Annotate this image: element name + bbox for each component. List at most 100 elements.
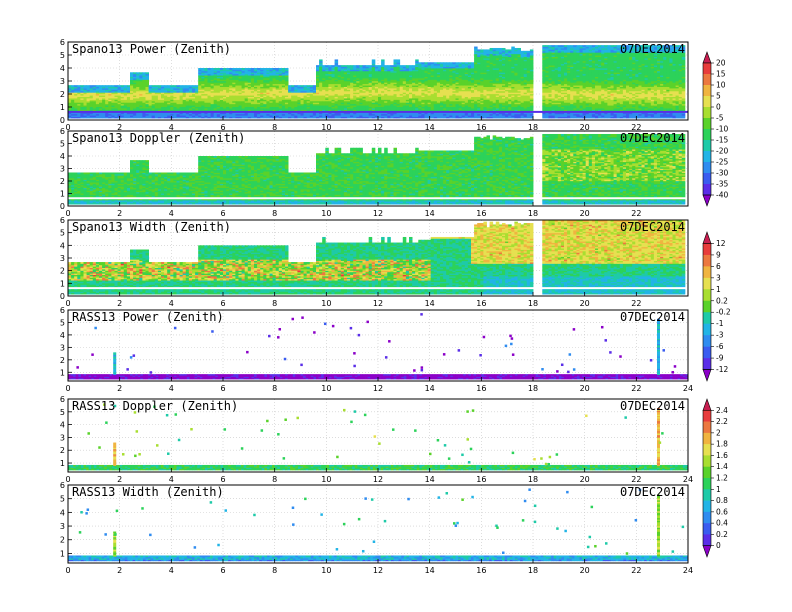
data-cell <box>514 90 518 93</box>
data-cell <box>415 60 419 63</box>
data-cell <box>334 109 339 112</box>
data-cell <box>409 92 413 95</box>
data-cell <box>353 86 357 89</box>
data-cell <box>232 106 236 109</box>
data-cell <box>458 112 463 115</box>
data-cell <box>244 89 249 92</box>
data-cell <box>89 93 94 96</box>
data-cell <box>514 106 518 109</box>
data-cell <box>418 112 422 115</box>
data-cell <box>433 72 438 75</box>
data-cell <box>319 59 323 62</box>
data-cell <box>424 100 428 103</box>
data-cell <box>418 72 422 75</box>
data-cell <box>477 82 481 85</box>
data-cell <box>201 83 205 86</box>
data-cell <box>436 102 441 105</box>
data-cell <box>136 86 140 89</box>
data-cell <box>415 79 419 82</box>
data-cell <box>223 90 227 93</box>
data-cell <box>433 113 438 116</box>
data-cell <box>480 59 484 62</box>
data-cell <box>278 100 283 103</box>
data-cell <box>95 85 100 87</box>
data-cell <box>359 90 363 93</box>
data-cell <box>86 112 91 115</box>
data-cell <box>384 95 388 97</box>
data-cell <box>381 113 385 116</box>
data-cell <box>452 103 456 106</box>
data-cell <box>443 82 447 85</box>
data-cell <box>480 109 484 112</box>
data-cell <box>415 88 419 90</box>
data-cell <box>467 90 472 93</box>
data-cell <box>480 72 484 75</box>
data-cell <box>223 88 227 90</box>
data-cell <box>359 105 363 108</box>
data-cell <box>185 105 190 108</box>
data-cell <box>415 70 419 73</box>
data-cell <box>471 105 475 108</box>
data-cell <box>139 109 143 112</box>
data-cell <box>458 89 463 92</box>
data-cell <box>161 89 165 92</box>
data-cell <box>353 68 357 70</box>
data-cell <box>154 98 159 100</box>
data-cell <box>371 79 376 82</box>
data-cell <box>480 76 484 79</box>
data-cell <box>340 116 345 119</box>
data-cell <box>167 99 171 102</box>
data-cell <box>424 86 428 89</box>
data-cell <box>474 109 478 112</box>
data-cell <box>384 83 388 86</box>
data-cell <box>92 109 97 112</box>
data-cell <box>492 75 497 77</box>
data-cell <box>328 116 332 119</box>
data-cell <box>412 108 416 110</box>
data-cell <box>269 93 273 96</box>
data-cell <box>520 70 525 73</box>
data-cell <box>86 115 91 118</box>
data-cell <box>207 106 211 109</box>
data-cell <box>213 68 218 70</box>
data-cell <box>207 103 211 106</box>
data-cell <box>195 88 199 90</box>
data-cell <box>179 96 184 99</box>
data-cell <box>322 65 326 67</box>
data-cell <box>511 65 515 67</box>
data-cell <box>95 108 100 110</box>
data-cell <box>322 83 326 86</box>
data-cell <box>213 72 218 75</box>
data-cell <box>433 108 438 110</box>
data-cell <box>461 93 466 96</box>
data-cell <box>464 102 469 105</box>
data-cell <box>477 102 481 105</box>
data-cell <box>514 99 518 102</box>
data-cell <box>198 79 202 82</box>
data-cell <box>353 76 357 79</box>
data-cell <box>95 105 100 108</box>
data-cell <box>223 82 227 85</box>
data-cell <box>393 59 397 62</box>
data-cell <box>436 112 441 115</box>
data-cell <box>430 69 435 72</box>
data-cell <box>95 92 100 95</box>
data-cell <box>241 108 246 110</box>
data-cell <box>136 88 140 90</box>
data-cell <box>281 85 286 87</box>
data-cell <box>275 95 280 97</box>
data-cell <box>185 92 190 95</box>
data-cell <box>145 102 149 105</box>
data-cell <box>291 96 295 99</box>
data-cell <box>226 78 230 80</box>
data-cell <box>219 76 224 79</box>
data-cell <box>247 98 252 100</box>
data-cell <box>477 109 481 112</box>
data-cell <box>402 68 407 70</box>
data-cell <box>381 69 385 72</box>
data-cell <box>145 80 149 83</box>
data-cell <box>523 108 528 110</box>
data-cell <box>409 89 413 92</box>
data-cell <box>520 95 525 97</box>
data-cell <box>275 113 280 116</box>
